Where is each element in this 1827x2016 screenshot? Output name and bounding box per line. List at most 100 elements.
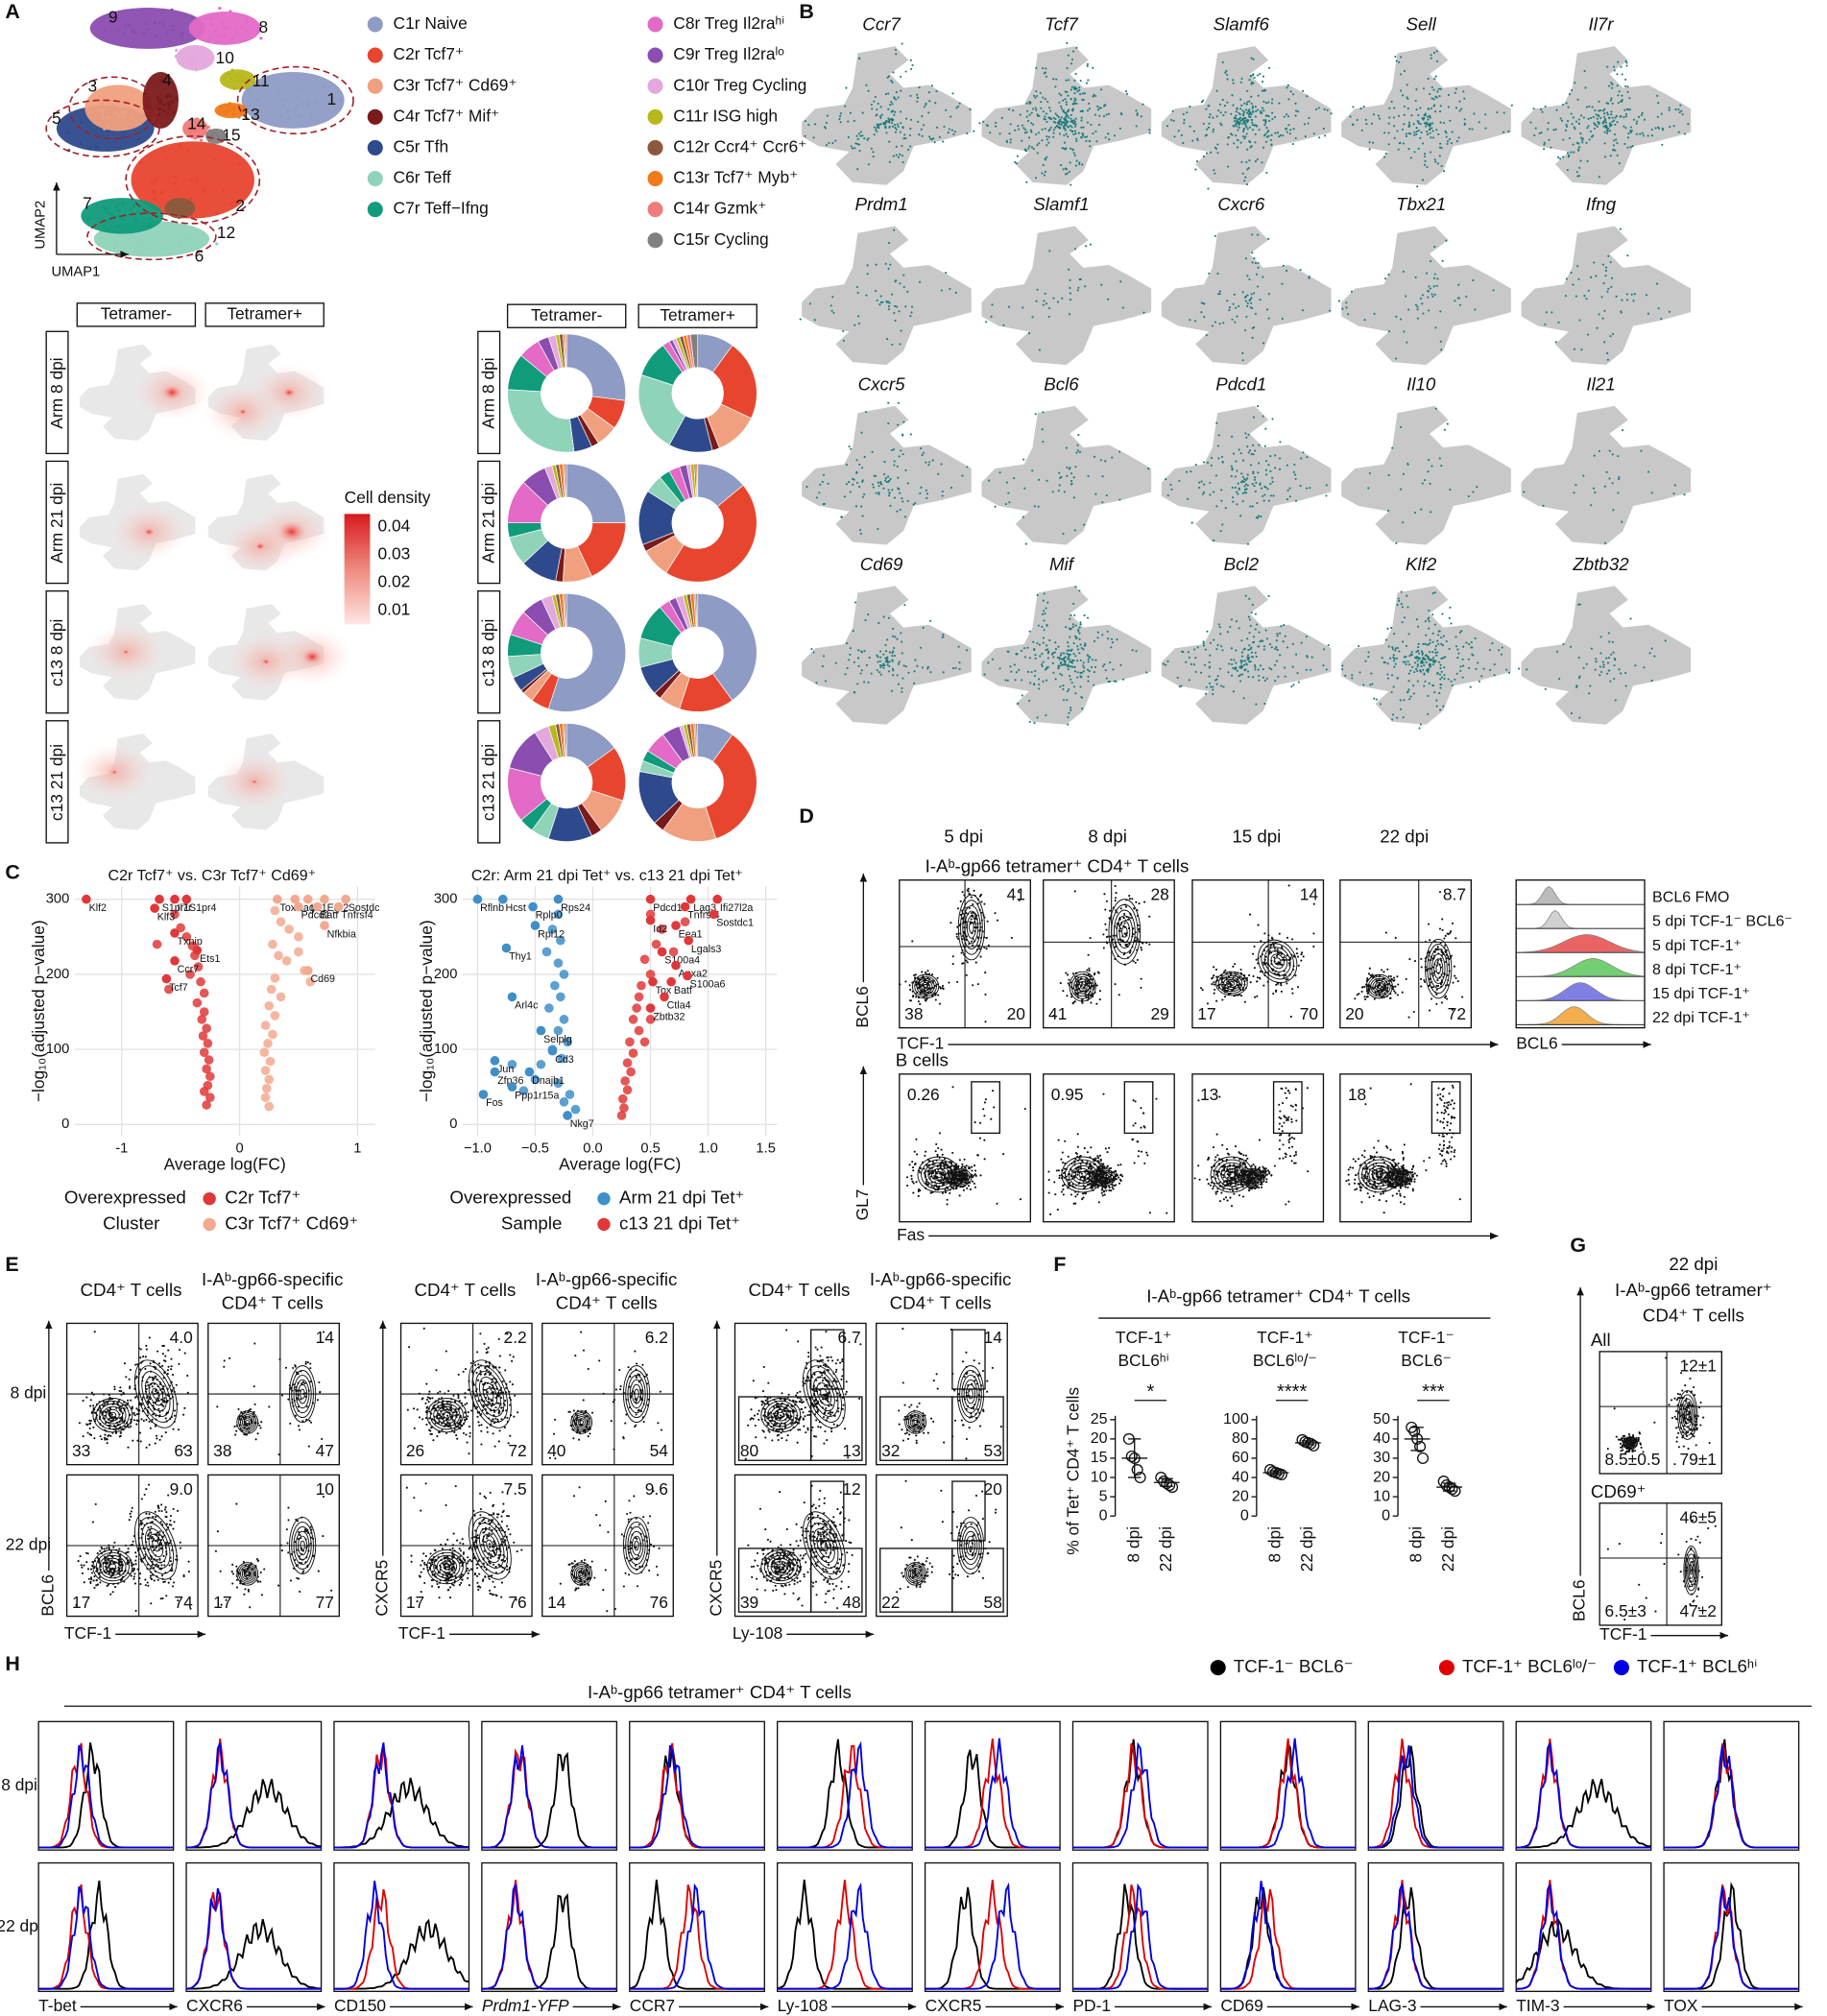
- expression-dot: [916, 100, 919, 103]
- expression-dot: [1294, 109, 1298, 112]
- expression-dot: [1641, 111, 1644, 114]
- expression-dot: [1079, 277, 1082, 280]
- expression-dot: [1583, 69, 1586, 73]
- axis-label: BCL6: [1516, 1034, 1557, 1053]
- event-dot: [1073, 1000, 1076, 1003]
- umap-cell: [180, 34, 183, 37]
- expression-dot: [957, 105, 960, 108]
- expression-dot: [860, 467, 864, 469]
- expression-dot: [1443, 121, 1446, 125]
- expression-dot: [1600, 296, 1603, 299]
- expression-dot: [904, 665, 907, 668]
- expression-dot: [910, 311, 913, 314]
- expression-dot: [1425, 634, 1428, 636]
- expression-dot: [1094, 94, 1097, 98]
- expression-dot: [1052, 297, 1055, 300]
- expression-dot: [1586, 159, 1589, 163]
- expression-dot: [1181, 650, 1184, 653]
- expression-dot: [1244, 257, 1248, 260]
- expression-dot: [1060, 116, 1063, 119]
- gate-number: 38: [904, 1004, 923, 1023]
- event-dot: [1420, 966, 1423, 969]
- expression-dot: [1227, 671, 1230, 674]
- legend-label: C10r Treg Cycling: [673, 75, 806, 94]
- expression-dot: [1058, 123, 1061, 126]
- expression-dot: [1007, 650, 1010, 654]
- expression-dot: [983, 673, 986, 676]
- expression-dot: [853, 478, 855, 481]
- expression-dot: [1434, 648, 1437, 651]
- event-dot: [1131, 898, 1134, 900]
- expression-dot: [1244, 594, 1247, 597]
- expression-dot: [1056, 300, 1060, 303]
- expression-dot: [1407, 680, 1410, 683]
- expression-dot: [1063, 117, 1066, 120]
- expression-dot: [1084, 135, 1087, 138]
- expression-dot: [1067, 668, 1070, 671]
- expression-dot: [1420, 665, 1423, 668]
- expression-dot: [1021, 124, 1023, 127]
- expression-dot: [1594, 108, 1597, 112]
- expression-dot: [1306, 95, 1309, 98]
- expression-dot: [1099, 107, 1102, 109]
- expression-dot: [1364, 118, 1367, 121]
- expression-dot: [1674, 108, 1677, 111]
- event-dot: [1201, 989, 1204, 992]
- expression-dot: [1238, 666, 1241, 669]
- expression-dot: [1379, 703, 1382, 706]
- expression-dot: [897, 662, 900, 665]
- expression-dot: [1058, 471, 1061, 474]
- expression-dot: [1202, 122, 1205, 125]
- umap-cell: [171, 24, 175, 28]
- expression-dot: [1239, 141, 1242, 144]
- expression-dot: [1306, 656, 1309, 659]
- expression-dot: [1568, 93, 1572, 96]
- expression-dot: [1073, 120, 1077, 123]
- expression-dot: [1214, 234, 1216, 238]
- expression-dot: [1054, 648, 1058, 651]
- expression-dot: [1048, 117, 1051, 120]
- expression-dot: [914, 659, 917, 661]
- expression-dot: [891, 667, 894, 670]
- umap-cell: [287, 116, 291, 120]
- event-dot: [911, 940, 914, 943]
- expression-dot: [1471, 653, 1474, 656]
- expression-dot: [1402, 660, 1405, 663]
- cluster-number: 11: [252, 71, 270, 90]
- umap-cell: [255, 98, 260, 102]
- expression-dot: [1484, 127, 1487, 130]
- expression-dot: [898, 488, 901, 491]
- expression-dot: [1382, 132, 1386, 134]
- expression-dot: [1230, 474, 1233, 478]
- donut-segment: [695, 463, 699, 498]
- event-dot: [956, 980, 959, 983]
- facet-header-label: Tetramer-: [101, 303, 173, 323]
- expression-dot: [1255, 655, 1258, 658]
- gene-name: Cxcr6: [1217, 194, 1264, 214]
- expression-dot: [900, 89, 902, 92]
- expression-dot: [1067, 54, 1070, 57]
- expression-dot: [877, 485, 880, 488]
- expression-dot: [1566, 125, 1569, 128]
- event-dot: [1138, 930, 1141, 933]
- expression-dot: [1246, 168, 1249, 171]
- expression-dot: [1402, 640, 1405, 643]
- expression-dot: [1407, 132, 1410, 135]
- expression-dot: [1621, 520, 1623, 523]
- expression-dot: [1250, 102, 1253, 106]
- expression-dot: [877, 621, 880, 625]
- x-tick-label: −1.0: [464, 1140, 492, 1156]
- facet-row-header: [45, 589, 69, 714]
- expression-dot: [891, 125, 895, 128]
- expression-dot: [1262, 146, 1265, 149]
- expression-dot: [1231, 435, 1234, 438]
- event-dot: [955, 935, 958, 938]
- expression-dot: [1421, 653, 1424, 656]
- expression-dot: [913, 670, 916, 673]
- expression-dot: [1562, 138, 1565, 141]
- event-dot: [1134, 939, 1138, 942]
- expression-dot: [1642, 134, 1645, 137]
- legend-label: C3r Tcf7⁺ Cd69⁺: [225, 1212, 358, 1233]
- expression-dot: [854, 142, 857, 145]
- expression-dot: [1446, 142, 1449, 145]
